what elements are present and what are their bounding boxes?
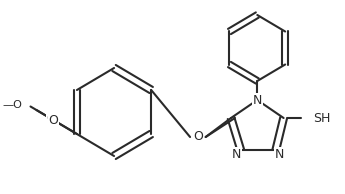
Text: O: O bbox=[48, 113, 58, 126]
Text: O: O bbox=[193, 131, 203, 144]
Text: SH: SH bbox=[313, 112, 330, 125]
Text: N: N bbox=[275, 147, 284, 160]
Text: N: N bbox=[232, 147, 241, 160]
Text: —O: —O bbox=[3, 100, 23, 109]
Text: O: O bbox=[47, 113, 57, 126]
Text: N: N bbox=[253, 94, 262, 107]
